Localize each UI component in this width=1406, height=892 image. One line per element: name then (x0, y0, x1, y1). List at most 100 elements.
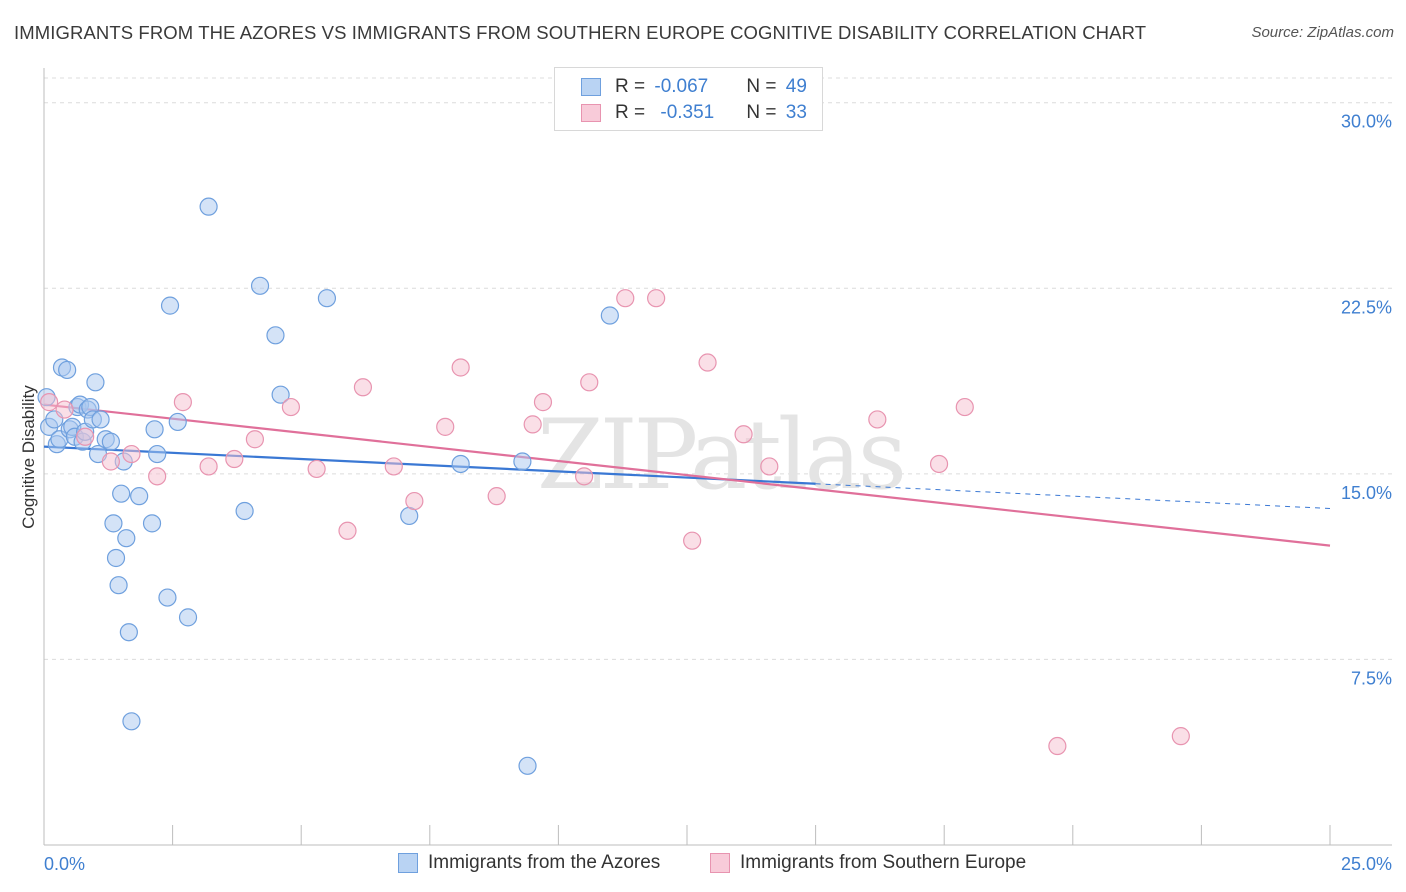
southern-europe-point (173, 393, 192, 412)
legend-n-label: N = (746, 76, 782, 97)
azores-point (58, 360, 77, 380)
southern-europe-point (734, 425, 753, 444)
southern-europe-point (101, 452, 120, 471)
azores-point (178, 608, 198, 627)
southern-europe-point (616, 289, 635, 308)
y-tick-label: 15.0% (1341, 483, 1392, 503)
grid-layer (44, 77, 1392, 660)
legend-r-value: -0.351 (660, 102, 715, 123)
azores-point (513, 452, 532, 471)
southern-europe-point (868, 410, 887, 429)
southern-europe-point (353, 378, 373, 397)
southern-europe-point (683, 531, 702, 550)
legend-r-label: R = (615, 102, 651, 123)
azores-point (271, 385, 290, 404)
azores-point (235, 501, 254, 521)
azores-point (266, 326, 285, 345)
southern-europe-point (955, 397, 974, 417)
azores-point (250, 276, 270, 295)
legend-n-value: 49 (785, 76, 807, 97)
correlation-legend: R = -0.067 N = 49 R = -0.351 N = 33 (554, 67, 823, 131)
series-label-southern-europe: Immigrants from Southern Europe (740, 852, 1027, 873)
azores-point (451, 454, 470, 474)
series-legend: Immigrants from the Azores Immigrants fr… (0, 852, 1406, 878)
southern-europe-point (1171, 727, 1190, 746)
legend-row-azores: R = -0.067 N = 49 (555, 74, 807, 100)
azores-point (168, 412, 187, 432)
southern-europe-point (55, 400, 74, 419)
azores-point (91, 410, 110, 429)
azores-point (119, 623, 138, 642)
points-layer (37, 197, 1190, 775)
southern-europe-point (760, 457, 779, 476)
watermark: ZIPatlas (537, 399, 903, 511)
southern-europe-point (533, 393, 553, 412)
azores-point (148, 444, 167, 464)
series-legend-southern-europe: Immigrants from Southern Europe (710, 852, 1026, 874)
southern-europe-point (338, 521, 357, 540)
legend-r-value: -0.067 (654, 76, 709, 97)
azores-point (86, 373, 105, 392)
azores-point (142, 514, 162, 533)
y-axis-label: Cognitive Disability (19, 385, 38, 529)
southern-europe-point (40, 393, 59, 412)
x-tick-label: 0.0% (44, 854, 85, 874)
legend-swatch-azores (581, 78, 601, 96)
y-tick-label: 30.0% (1341, 112, 1392, 132)
azores-point (112, 484, 131, 503)
trend-layer (43, 403, 1331, 547)
series-legend-azores: Immigrants from the Azores (398, 852, 660, 874)
southern-europe-point (698, 353, 717, 372)
azores-point (101, 432, 120, 451)
southern-europe-point (307, 459, 326, 479)
y-tick-label: 7.5% (1351, 668, 1392, 688)
southern-europe-point (281, 397, 301, 417)
x-tick-label: 25.0% (1341, 854, 1392, 874)
southern-europe-point (384, 457, 403, 476)
azores-point (145, 420, 164, 439)
southern-europe-point (580, 373, 599, 392)
southern-europe-point (199, 457, 218, 476)
azores-point (600, 306, 619, 325)
azores-point (117, 529, 136, 548)
legend-n-label: N = (746, 102, 782, 123)
southern-europe-point (405, 491, 424, 511)
southern-europe-point (647, 289, 666, 308)
azores-point (130, 487, 149, 506)
southern-europe-point (225, 449, 244, 469)
southern-europe-point (1048, 736, 1067, 756)
legend-swatch-southern-europe (581, 104, 601, 122)
series-label-azores: Immigrants from the Azores (428, 852, 661, 873)
azores-trend-line (43, 445, 816, 485)
southern-europe-point (487, 487, 506, 506)
legend-r-label: R = (615, 76, 651, 97)
southern-europe-point (76, 427, 95, 446)
southern-europe-point (575, 467, 594, 486)
chart-title: IMMIGRANTS FROM THE AZORES VS IMMIGRANTS… (14, 22, 1147, 43)
azores-point (106, 548, 126, 568)
southern-europe-point (245, 430, 265, 449)
azores-point (158, 588, 177, 607)
southern-europe-point (436, 417, 455, 436)
series-swatch-southern-europe (710, 853, 730, 873)
source-label: Source: ZipAtlas.com (1251, 24, 1394, 41)
azores-point (518, 756, 537, 775)
series-swatch-azores (398, 853, 418, 873)
azores-point (160, 296, 180, 315)
southern-europe-point (148, 467, 167, 486)
legend-n-value: 33 (785, 102, 807, 123)
legend-row-southern-europe: R = -0.351 N = 33 (555, 100, 807, 126)
southern-europe-point (451, 358, 470, 377)
southern-europe-point (929, 454, 949, 474)
southern-europe-point (523, 415, 542, 434)
y-tick-label: 22.5% (1341, 297, 1392, 317)
azores-point (199, 197, 218, 216)
southern-europe-trend-line (43, 403, 1331, 547)
azores-point (104, 514, 123, 533)
azores-point (122, 712, 141, 731)
southern-europe-point (122, 444, 141, 464)
axis-layer: 7.5% 15.0% 22.5% 30.0% 0.0% 25.0% (43, 68, 1392, 874)
azores-point (109, 576, 128, 595)
azores-point (317, 289, 337, 308)
